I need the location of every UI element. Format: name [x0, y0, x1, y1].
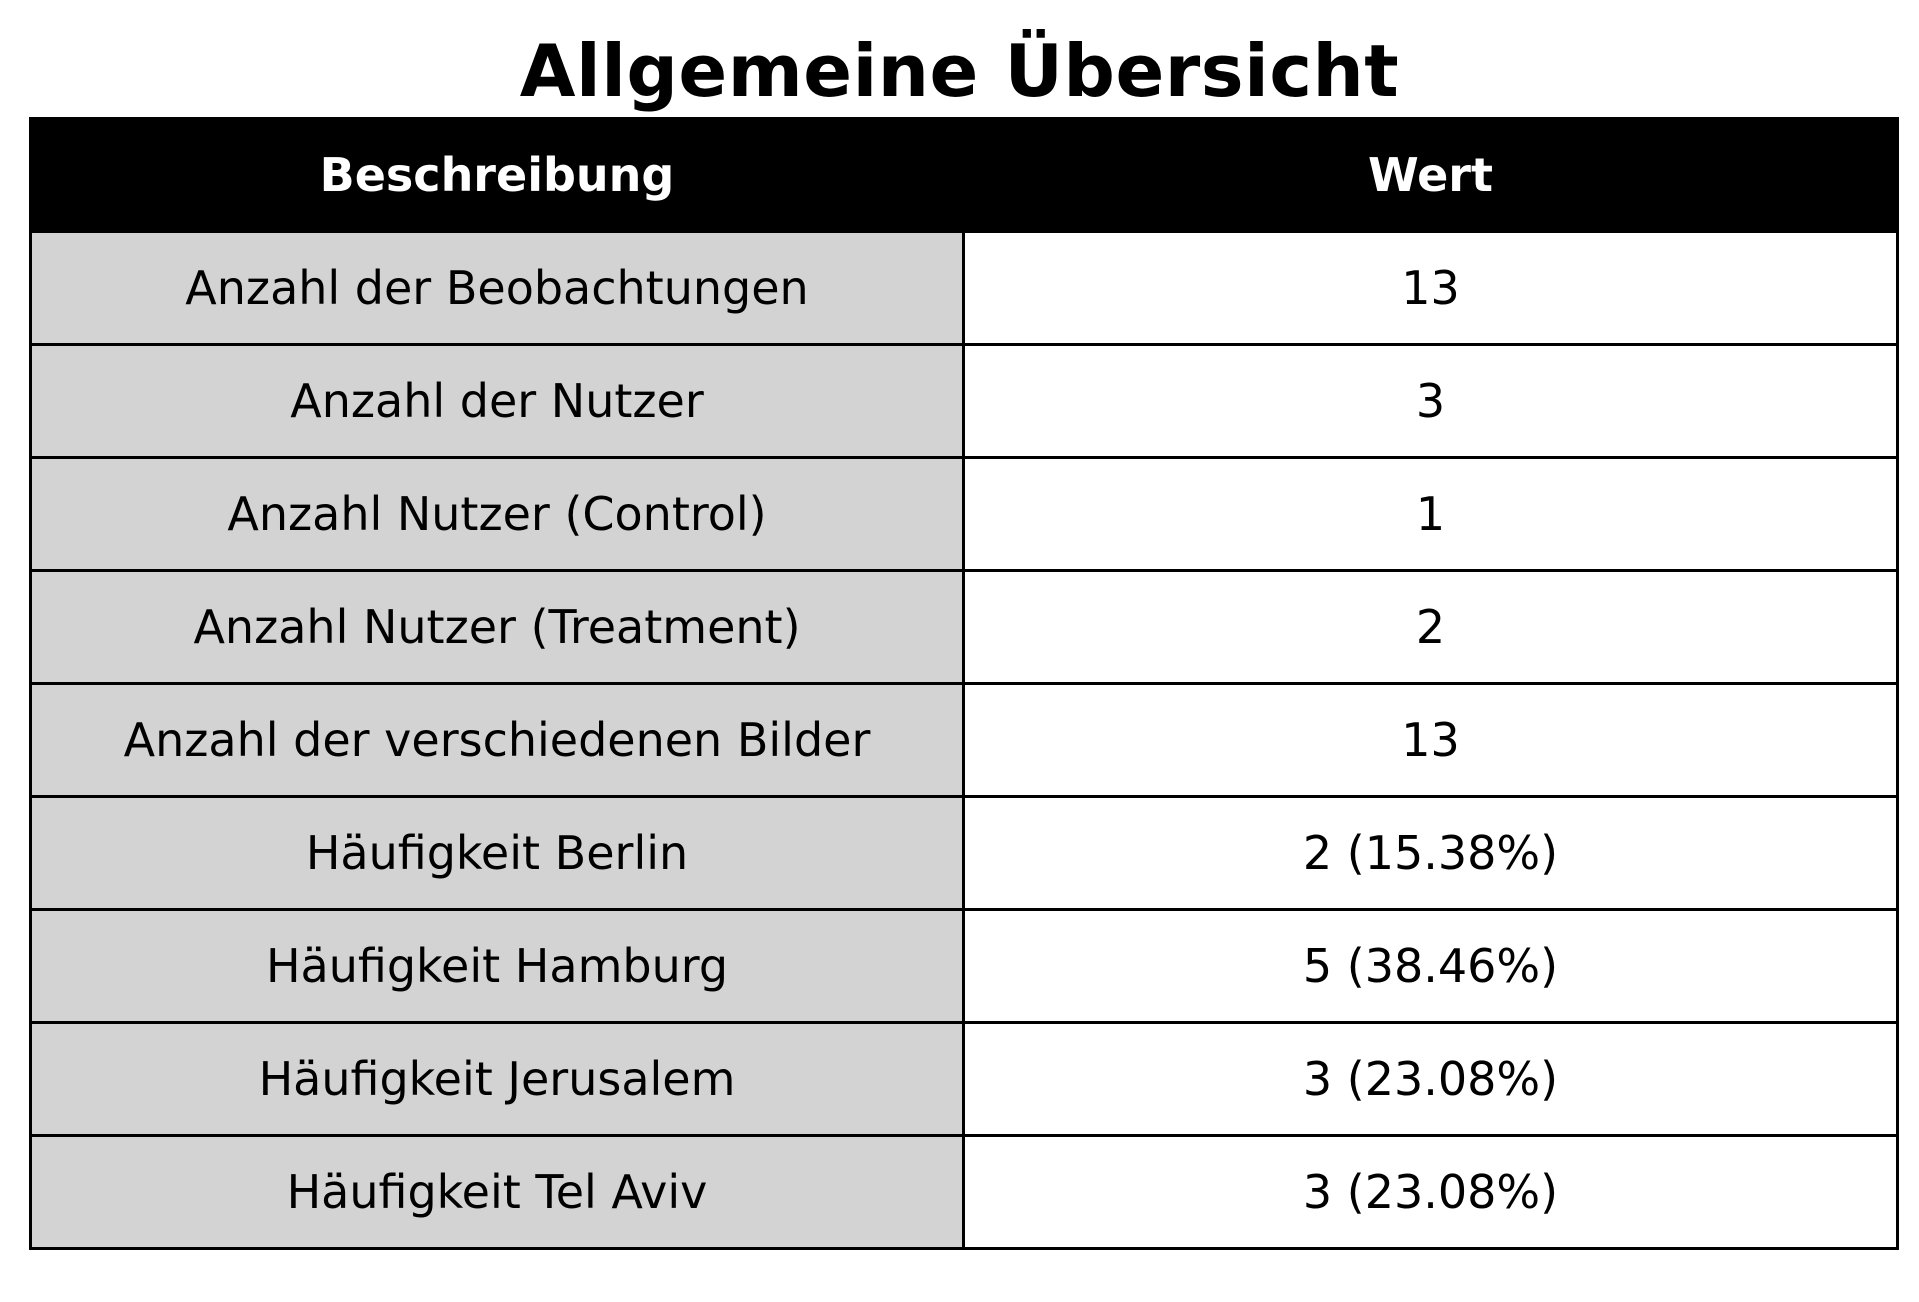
row-label: Häufigkeit Tel Aviv	[29, 1134, 965, 1250]
row-value: 13	[962, 230, 1899, 346]
row-label: Anzahl der Nutzer	[29, 343, 965, 459]
row-label: Anzahl Nutzer (Control)	[29, 456, 965, 572]
table-row: Anzahl Nutzer (Control) 1	[29, 456, 1899, 572]
column-header-value: Wert	[962, 117, 1899, 233]
row-value: 1	[962, 456, 1899, 572]
row-value: 3 (23.08%)	[962, 1021, 1899, 1137]
table-row: Häufigkeit Tel Aviv 3 (23.08%)	[29, 1134, 1899, 1250]
table-row: Anzahl der verschiedenen Bilder 13	[29, 682, 1899, 798]
table-row: Anzahl der Nutzer 3	[29, 343, 1899, 459]
row-label: Häufigkeit Jerusalem	[29, 1021, 965, 1137]
row-value: 2	[962, 569, 1899, 685]
table-row: Häufigkeit Hamburg 5 (38.46%)	[29, 908, 1899, 1024]
table-row: Häufigkeit Berlin 2 (15.38%)	[29, 795, 1899, 911]
row-value: 2 (15.38%)	[962, 795, 1899, 911]
column-header-description: Beschreibung	[29, 117, 965, 233]
table-title: Allgemeine Übersicht	[519, 29, 1400, 113]
row-label: Anzahl der Beobachtungen	[29, 230, 965, 346]
row-value: 3 (23.08%)	[962, 1134, 1899, 1250]
row-value: 13	[962, 682, 1899, 798]
table-row: Anzahl Nutzer (Treatment) 2	[29, 569, 1899, 685]
overview-table: Beschreibung Wert Anzahl der Beobachtung…	[29, 117, 1899, 1250]
row-label: Häufigkeit Hamburg	[29, 908, 965, 1024]
row-label: Häufigkeit Berlin	[29, 795, 965, 911]
row-value: 3	[962, 343, 1899, 459]
row-value: 5 (38.46%)	[962, 908, 1899, 1024]
row-label: Anzahl der verschiedenen Bilder	[29, 682, 965, 798]
row-label: Anzahl Nutzer (Treatment)	[29, 569, 965, 685]
table-header-row: Beschreibung Wert	[29, 117, 1899, 233]
table-row: Häufigkeit Jerusalem 3 (23.08%)	[29, 1021, 1899, 1137]
table-row: Anzahl der Beobachtungen 13	[29, 230, 1899, 346]
